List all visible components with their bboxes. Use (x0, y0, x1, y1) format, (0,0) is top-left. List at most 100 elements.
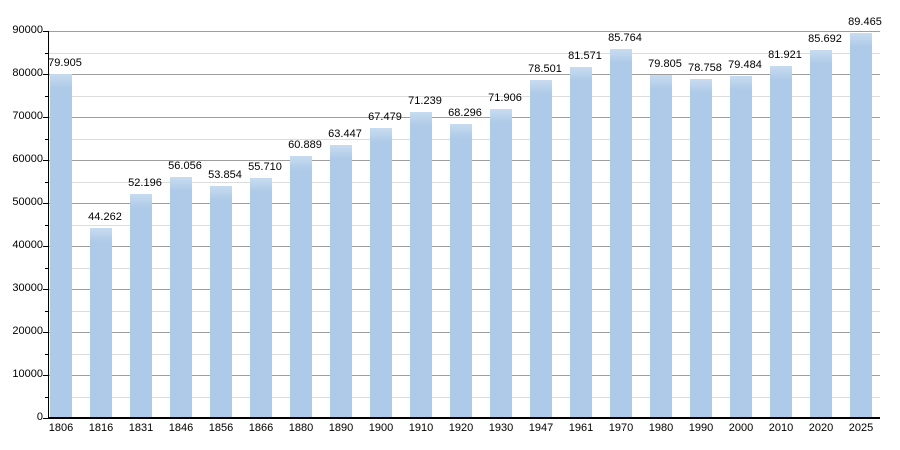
population-bar (330, 145, 352, 417)
y-axis-tick-label: 50000 (12, 196, 43, 208)
population-bar (130, 193, 152, 417)
x-axis-tick-label: 2010 (768, 422, 794, 434)
bar-value-label: 44.262 (88, 210, 122, 223)
x-axis-tick-label: 1831 (128, 422, 154, 434)
population-bar (210, 186, 232, 417)
y-axis-minor-tick (45, 267, 48, 269)
y-axis-tick (43, 246, 48, 247)
bar-value-label: 79.905 (48, 57, 82, 70)
bar-value-label: 68.296 (448, 107, 482, 120)
x-axis-tick-label: 1970 (608, 422, 634, 434)
population-bar (610, 49, 632, 417)
population-bar (170, 176, 192, 417)
population-bar (90, 227, 112, 417)
gridline-minor (49, 52, 880, 54)
y-axis-tick (43, 117, 48, 118)
x-axis-tick-label: 2000 (728, 422, 754, 434)
bar-value-label: 78.758 (688, 62, 722, 75)
population-bar (730, 76, 752, 417)
population-bar (290, 156, 312, 417)
y-axis-tick (43, 418, 48, 419)
y-axis-tick (43, 31, 48, 32)
bar-value-label: 79.484 (728, 59, 762, 72)
population-bar (50, 74, 72, 417)
x-axis-tick-label: 1856 (208, 422, 234, 434)
population-bar (450, 124, 472, 417)
x-axis-tick-label: 1980 (648, 422, 674, 434)
population-bar (410, 111, 432, 417)
population-bar (490, 108, 512, 417)
bar-value-label: 85.692 (808, 32, 842, 45)
y-axis-minor-tick (45, 224, 48, 226)
population-bar (850, 33, 872, 417)
population-bar (370, 127, 392, 417)
x-axis-tick-label: 2020 (808, 422, 834, 434)
y-axis-tick-label: 90000 (12, 24, 43, 36)
population-bar (570, 67, 592, 417)
y-axis-tick-label: 10000 (12, 368, 43, 380)
bar-value-label: 67.479 (368, 110, 402, 123)
y-axis-tick (43, 332, 48, 333)
population-bar (530, 80, 552, 417)
y-axis-minor-tick (45, 310, 48, 312)
x-axis-tick-label: 2025 (848, 422, 874, 434)
x-axis-tick-label: 1846 (168, 422, 194, 434)
population-bar (770, 65, 792, 417)
bar-value-label: 81.921 (768, 48, 802, 61)
y-axis-tick (43, 289, 48, 290)
y-axis-tick-label: 30000 (12, 282, 43, 294)
y-axis-minor-tick (45, 181, 48, 183)
y-axis-tick (43, 375, 48, 376)
bar-value-label: 89.465 (848, 16, 882, 29)
x-axis-tick-label: 1920 (448, 422, 474, 434)
x-axis-tick-label: 1900 (368, 422, 394, 434)
x-axis-tick-label: 1930 (488, 422, 514, 434)
bar-value-label: 52.196 (128, 176, 162, 189)
x-axis-tick-label: 1990 (688, 422, 714, 434)
gridline-major (49, 117, 880, 118)
y-axis-minor-tick (45, 396, 48, 398)
y-axis-tick-label: 20000 (12, 325, 43, 337)
bar-value-label: 79.805 (648, 57, 682, 70)
y-axis-tick (43, 160, 48, 161)
x-axis-tick-label: 1866 (248, 422, 274, 434)
y-axis-line (48, 31, 49, 418)
y-axis-tick-label: 60000 (12, 153, 43, 165)
population-bar (690, 79, 712, 417)
x-axis-line (48, 417, 880, 419)
gridline-major (49, 31, 880, 32)
x-axis-tick-label: 1880 (288, 422, 314, 434)
x-axis-tick-label: 1910 (408, 422, 434, 434)
x-axis-tick-label: 1947 (528, 422, 554, 434)
y-axis-tick-label: 40000 (12, 239, 43, 251)
bar-value-label: 53.854 (208, 169, 242, 182)
bar-value-label: 60.889 (288, 139, 322, 152)
gridline-major (49, 74, 880, 75)
population-bar (250, 178, 272, 417)
x-axis-tick-label: 1961 (568, 422, 594, 434)
y-axis-tick-label: 0 (36, 411, 43, 423)
y-axis-tick (43, 203, 48, 204)
y-axis-minor-tick (45, 353, 48, 355)
bar-value-label: 55.710 (248, 161, 282, 174)
bar-value-label: 85.764 (608, 32, 642, 45)
bar-value-label: 71.239 (408, 94, 442, 107)
x-axis-tick-label: 1806 (48, 422, 74, 434)
y-axis-minor-tick (45, 52, 48, 54)
population-bar (650, 74, 672, 417)
gridline-minor (49, 95, 880, 97)
x-axis-tick-label: 1890 (328, 422, 354, 434)
bar-value-label: 56.056 (168, 159, 202, 172)
y-axis-tick-label: 70000 (12, 110, 43, 122)
x-axis-tick-label: 1816 (88, 422, 114, 434)
bar-value-label: 63.447 (328, 128, 362, 141)
population-bar (810, 49, 832, 417)
y-axis-minor-tick (45, 95, 48, 97)
bar-value-label: 81.571 (568, 50, 602, 63)
y-axis-minor-tick (45, 138, 48, 140)
y-axis-tick-label: 80000 (12, 67, 43, 79)
bar-value-label: 78.501 (528, 63, 562, 76)
bar-value-label: 71.906 (488, 91, 522, 104)
y-axis-tick (43, 74, 48, 75)
